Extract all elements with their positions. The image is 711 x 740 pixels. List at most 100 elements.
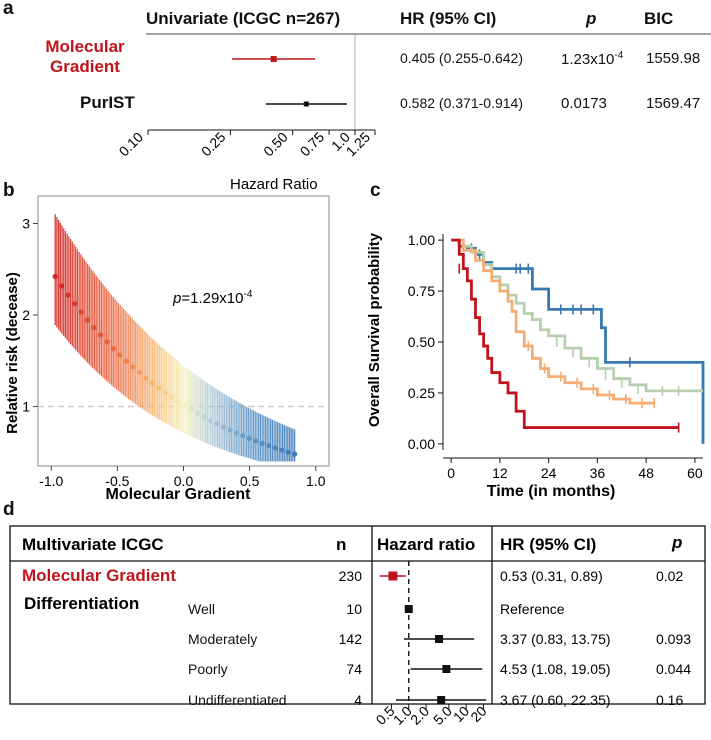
panel-c-xlabel: Time (in months) — [487, 483, 616, 500]
panel-a-p-header: p — [586, 9, 597, 28]
panel-a-hr-header: HR (95% CI) — [400, 9, 497, 28]
panel-b-point — [233, 430, 239, 436]
panel-b-p-annotation: p=1.29x10-4 — [172, 289, 253, 307]
panel-c-xtick-label: 24 — [541, 465, 557, 481]
panel-d-table: Multivariate ICGC n Hazard ratio HR (95%… — [9, 525, 706, 728]
panel-b-point — [130, 364, 136, 370]
panel-c-xtick-label: 60 — [687, 465, 703, 481]
panel-a-letter: a — [3, 0, 14, 19]
panel-b-point — [65, 292, 71, 298]
panel-d-section-label: Differentiation — [24, 594, 139, 613]
panel-d-p-header: p — [671, 533, 682, 552]
panel-b-point — [78, 309, 84, 315]
panel-b-point — [110, 345, 117, 352]
panel-b-point — [227, 427, 233, 433]
panel-d-n-header: n — [336, 535, 346, 554]
panel-c-xtick-label: 48 — [638, 465, 654, 481]
panel-b-point — [175, 398, 181, 405]
panel-b-point — [240, 433, 246, 439]
panel-c-xtick-label: 0 — [447, 465, 455, 481]
panel-d-row-label: Molecular Gradient — [22, 566, 176, 585]
panel-b-point — [91, 325, 97, 331]
panel-b-point — [188, 407, 194, 413]
panel-d-row-n: 230 — [339, 568, 363, 584]
panel-a-tick-label: 0.50 — [260, 129, 291, 160]
panel-b-point — [97, 332, 104, 338]
panel-b-point — [72, 301, 78, 307]
panel-b-xtick-label: -1.0 — [39, 473, 63, 489]
panel-c-ylabel: Overall Survival probability — [366, 232, 383, 427]
panel-d-row-n: 142 — [339, 631, 363, 647]
panel-a-tick-label: 0.25 — [198, 129, 229, 160]
panel-c-ytick-label: 1.00 — [408, 232, 435, 248]
panel-a-row-molecular-p-exp: -4 — [614, 50, 624, 61]
panel-b-point — [279, 447, 285, 453]
panel-a-point — [303, 101, 309, 107]
panel-a-row-molecular-hr: 0.405 (0.255-0.642) — [400, 50, 523, 66]
panel-b-point — [156, 385, 162, 391]
panel-c-chart: Overall Survival probability Time (in mo… — [366, 232, 705, 500]
panel-d-row-hr: 3.67 (0.60, 22.35) — [500, 692, 611, 708]
panel-d-tick-label: 20 — [467, 703, 489, 725]
panel-b-p-symbol: p — [172, 290, 181, 307]
panel-a-row-molecular-label-line2: Gradient — [50, 57, 120, 76]
panel-c-curve-orange — [451, 238, 655, 405]
panel-b-point — [292, 451, 298, 457]
panel-d-row-p: 0.02 — [656, 568, 683, 584]
panel-d-row-n: 74 — [346, 661, 362, 677]
panel-b-point — [143, 375, 149, 381]
panel-a-tick-label: 0.75 — [297, 129, 328, 160]
panel-a-row-molecular-p-base: 1.23x10 — [561, 51, 615, 68]
panel-a-row-purist-p: 0.0173 — [561, 95, 607, 112]
panel-b-point — [59, 283, 65, 289]
panel-d-row-hr: 4.53 (1.08, 19.05) — [500, 661, 611, 677]
panel-a-row-molecular-bic: 1559.98 — [646, 50, 701, 67]
panel-a-title: Univariate (ICGC n=267) — [146, 9, 341, 28]
panel-b-point — [266, 443, 272, 449]
panel-d-row-hr: Reference — [500, 601, 565, 617]
panel-d-row-p: 0.093 — [656, 631, 691, 647]
panel-b-point — [246, 435, 252, 441]
panel-d-row-label: Well — [188, 601, 215, 617]
panel-a-forest-plot: 0.10 0.25 0.50 0.75 1.01.25 Hazard Ratio — [116, 33, 711, 193]
panel-a-tick-label: 1.25 — [343, 129, 374, 160]
panel-d-row-hr: 0.53 (0.31, 0.89) — [500, 568, 603, 584]
panel-c-letter: c — [370, 180, 381, 201]
panel-d-letter: d — [3, 499, 15, 520]
panel-a-bic-header: BIC — [644, 9, 674, 28]
panel-b-letter: b — [3, 180, 15, 201]
panel-a-xlabel: Hazard Ratio — [230, 176, 318, 193]
panel-b-ytick-label: 3 — [22, 215, 30, 231]
panel-b-point — [201, 414, 207, 420]
panel-d-row-n: 4 — [354, 692, 362, 708]
panel-c-ytick-label: 0.50 — [408, 334, 435, 350]
panel-d-point — [435, 635, 444, 643]
panel-b-point — [207, 417, 214, 424]
panel-d-row-p: 0.044 — [656, 661, 691, 677]
panel-b-point — [194, 410, 201, 416]
panel-b-point — [220, 424, 227, 430]
panel-b-xtick-label: 0.5 — [240, 473, 260, 489]
panel-d-point — [437, 696, 446, 704]
panel-b-ytick-label: 2 — [22, 307, 30, 323]
panel-b-xtick-label: 1.0 — [306, 473, 326, 489]
panel-b-point — [259, 440, 265, 446]
panel-b-point — [136, 369, 142, 376]
panel-b-ytick-label: 1 — [22, 399, 30, 415]
panel-b-chart: Relative risk (decease) Molecular Gradie… — [4, 195, 330, 503]
panel-d-row-label: Moderately — [188, 631, 257, 647]
panel-a-row-molecular-label-line1: Molecular — [45, 37, 125, 56]
panel-a-row-molecular-p: 1.23x10-4 — [561, 50, 623, 68]
panel-b-point — [104, 339, 110, 345]
panel-a-row-purist-bic: 1569.47 — [646, 95, 701, 112]
panel-b-ylabel: Relative risk (decease) — [4, 272, 21, 434]
panel-b-point — [117, 352, 123, 358]
panel-c-ytick-label: 0.75 — [408, 283, 435, 299]
panel-a-tick-label: 0.10 — [116, 129, 147, 160]
panel-b-point — [272, 445, 278, 451]
panel-b-xtick-label: 0.0 — [174, 473, 194, 489]
panel-d-frame — [9, 525, 706, 705]
panel-b-point — [182, 403, 188, 409]
panel-d-row-label: Undifferentiated — [188, 692, 287, 708]
panel-b-point — [162, 390, 168, 396]
